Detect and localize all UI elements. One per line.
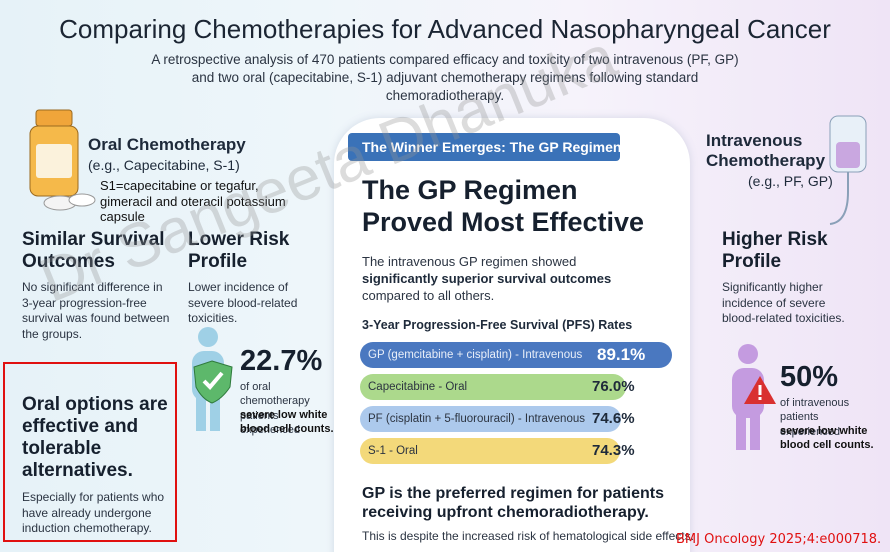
center-conclusion: GP is the preferred regimen for patients…	[362, 485, 665, 522]
pfs-title: 3-Year Progression-Free Survival (PFS) R…	[362, 318, 633, 332]
iv-bag-icon	[829, 115, 867, 225]
iv-title: Intravenous Chemotherapy	[706, 131, 826, 171]
pfs-value-label: 76.0%	[592, 378, 635, 395]
oral-title: Oral Chemotherapy	[88, 135, 246, 154]
pfs-value-label: 89.1%	[597, 345, 646, 364]
pfs-value-label: 74.6%	[592, 410, 635, 427]
survival-text: No significant difference in 3-year prog…	[22, 280, 170, 341]
oral-conclusion-text: Especially for patients who have already…	[22, 490, 165, 536]
pfs-value-label: 74.3%	[592, 442, 635, 459]
risk-title: Lower Risk Profile	[188, 229, 290, 272]
pfs-bar-label: Capecitabine - Oral	[368, 381, 468, 393]
pfs-bar-label: GP (gemcitabine + cisplatin) - Intraveno…	[368, 349, 583, 361]
oral-stat-bold: severe low white blood cell counts.	[240, 409, 334, 436]
citation: BMJ Oncology 2025;4:e000718.	[676, 532, 882, 547]
center-text-end: compared to all others.	[362, 288, 495, 303]
pfs-bar	[360, 342, 672, 368]
center-text: The intravenous GP regimen showed	[362, 254, 577, 269]
title: Comparing Chemotherapies for Advanced Na…	[59, 14, 831, 44]
oral-note: S1=capecitabine or tegafur, gimeracil an…	[100, 178, 286, 225]
center-heading: The GP Regimen Proved Most Effective	[362, 175, 645, 238]
iv-stat-text: of intravenous patients experienced	[780, 397, 850, 438]
person-warning-icon	[732, 344, 776, 450]
banner-text: The Winner Emerges: The GP Regimen	[362, 139, 622, 155]
oral-example: (e.g., Capecitabine, S-1)	[88, 157, 240, 173]
banner	[348, 133, 620, 161]
iv-stat-bold: severe low white blood cell counts.	[780, 425, 874, 452]
iv-risk-text: Significantly higher incidence of severe…	[722, 280, 845, 326]
oral-stat-text: of oral chemotherapy patients experience…	[240, 381, 310, 436]
pfs-bar	[360, 438, 621, 464]
pfs-bar-label: S-1 - Oral	[368, 445, 418, 457]
center-note: This is despite the increased risk of he…	[362, 529, 694, 543]
center-card	[334, 118, 690, 552]
iv-stat: 50%	[780, 361, 839, 393]
oral-stat: 22.7%	[240, 345, 323, 377]
pfs-bar	[360, 406, 622, 432]
iv-example: (e.g., PF, GP)	[748, 173, 833, 189]
highlight-box	[3, 362, 177, 542]
person-shield-icon	[192, 327, 233, 431]
survival-title: Similar Survival Outcomes	[22, 229, 165, 272]
pill-bottle-icon	[29, 109, 96, 211]
iv-risk-title: Higher Risk Profile	[722, 229, 828, 272]
subtitle: A retrospective analysis of 470 patients…	[151, 52, 739, 104]
oral-conclusion-title: Oral options are effective and tolerable…	[22, 394, 168, 481]
pfs-bar	[360, 374, 626, 400]
center-text-bold: significantly superior survival outcomes	[362, 271, 612, 286]
pfs-bar-label: PF (cisplatin + 5-fluorouracil) - Intrav…	[368, 413, 585, 425]
risk-text: Lower incidence of severe blood-related …	[188, 280, 298, 326]
